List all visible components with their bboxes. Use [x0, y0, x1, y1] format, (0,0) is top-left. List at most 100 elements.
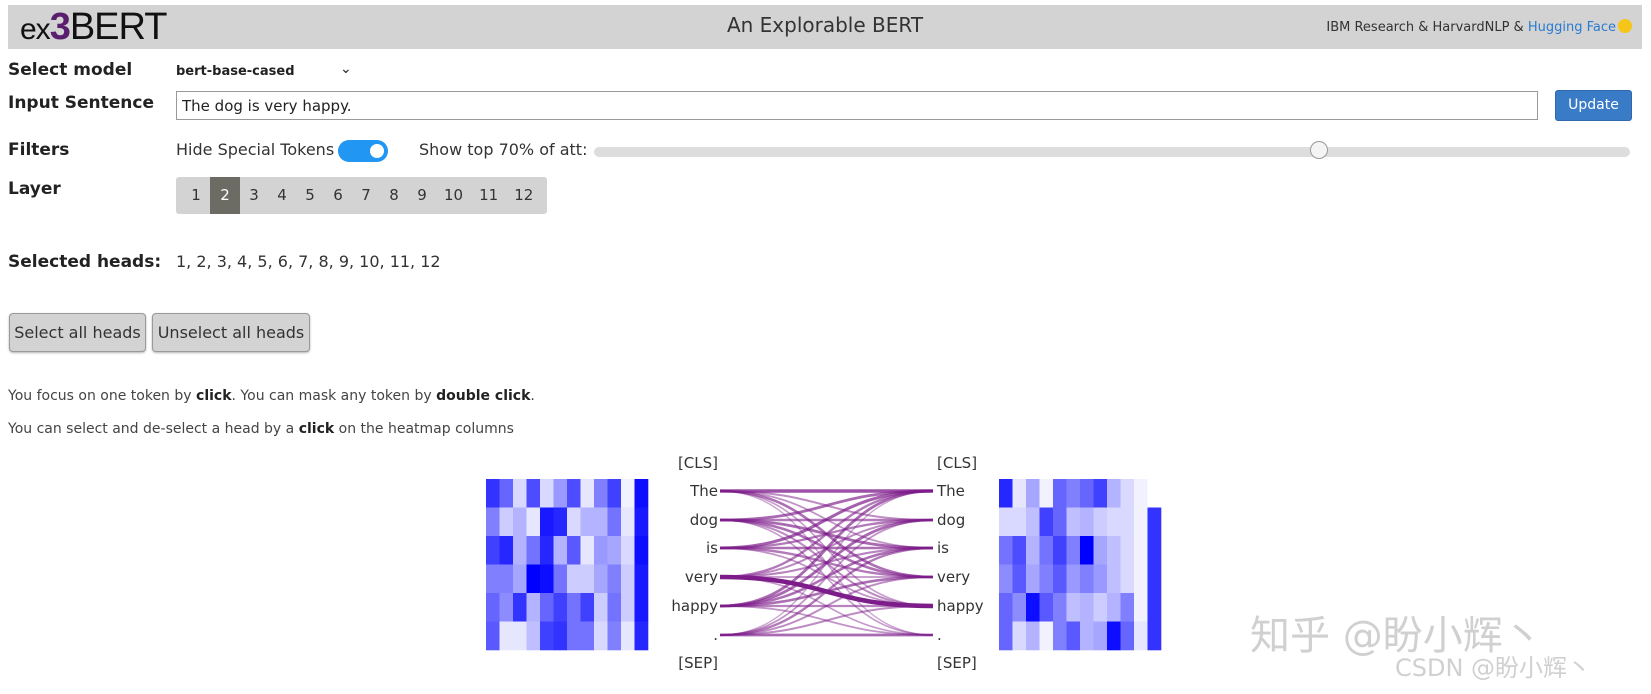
- right-token[interactable]: happy: [937, 597, 984, 615]
- chevron-down-icon[interactable]: ⌄: [340, 61, 352, 77]
- left-heatmap-cell[interactable]: [499, 593, 514, 622]
- left-heatmap-cell[interactable]: [607, 621, 622, 651]
- right-heatmap-cell[interactable]: [1080, 479, 1094, 508]
- update-button[interactable]: Update: [1555, 90, 1632, 121]
- left-token[interactable]: dog: [690, 511, 718, 529]
- right-token[interactable]: dog: [937, 511, 965, 529]
- right-heatmap-cell[interactable]: [1012, 536, 1027, 565]
- left-heatmap-cell[interactable]: [486, 507, 500, 537]
- left-heatmap-cell[interactable]: [621, 564, 635, 594]
- left-heatmap-cell[interactable]: [526, 564, 541, 594]
- right-heatmap-cell[interactable]: [1026, 564, 1040, 594]
- select-all-heads-button[interactable]: Select all heads: [9, 313, 146, 352]
- left-heatmap-cell[interactable]: [580, 621, 595, 651]
- right-heatmap-cell[interactable]: [1026, 507, 1040, 537]
- left-heatmap-cell[interactable]: [499, 536, 514, 565]
- left-heatmap-cell[interactable]: [634, 479, 649, 508]
- right-heatmap-cell[interactable]: [1053, 593, 1067, 622]
- right-heatmap-cell[interactable]: [1039, 621, 1054, 651]
- right-heatmap-cell[interactable]: [999, 479, 1013, 508]
- left-token[interactable]: [SEP]: [678, 654, 718, 672]
- right-heatmap-cell[interactable]: [1080, 621, 1094, 651]
- left-heatmap-cell[interactable]: [540, 593, 554, 622]
- right-heatmap-cell[interactable]: [1107, 479, 1121, 508]
- layer-button-10[interactable]: 10: [444, 186, 464, 204]
- left-heatmap-cell[interactable]: [580, 564, 595, 594]
- right-heatmap-cell[interactable]: [1026, 536, 1040, 565]
- right-heatmap-cell[interactable]: [1012, 479, 1027, 508]
- layer-button-11[interactable]: 11: [479, 186, 499, 204]
- hugging-face-link[interactable]: Hugging Face: [1527, 20, 1616, 35]
- right-heatmap-cell[interactable]: [1134, 593, 1148, 622]
- slider-thumb[interactable]: [1310, 141, 1329, 159]
- left-heatmap-cell[interactable]: [634, 593, 649, 622]
- left-heatmap-cell[interactable]: [540, 564, 554, 594]
- right-token[interactable]: is: [937, 539, 949, 557]
- model-select[interactable]: bert-base-cased: [176, 64, 295, 79]
- right-heatmap-cell[interactable]: [1039, 564, 1054, 594]
- right-heatmap-cell[interactable]: [1066, 479, 1081, 508]
- left-heatmap-cell[interactable]: [594, 536, 608, 565]
- left-heatmap-cell[interactable]: [553, 507, 568, 537]
- left-heatmap-cell[interactable]: [513, 621, 527, 651]
- right-heatmap-cell[interactable]: [1053, 564, 1067, 594]
- left-heatmap-cell[interactable]: [499, 507, 514, 537]
- right-heatmap-cell[interactable]: [1012, 564, 1027, 594]
- left-heatmap-cell[interactable]: [567, 593, 581, 622]
- right-heatmap-cell[interactable]: [1107, 564, 1121, 594]
- right-heatmap-cell[interactable]: [1066, 507, 1081, 537]
- left-heatmap-cell[interactable]: [499, 564, 514, 594]
- left-heatmap-cell[interactable]: [634, 564, 649, 594]
- left-heatmap-cell[interactable]: [553, 593, 568, 622]
- right-heatmap-cell[interactable]: [1093, 507, 1108, 537]
- left-heatmap-cell[interactable]: [621, 621, 635, 651]
- layer-button-9[interactable]: 9: [417, 186, 427, 204]
- right-heatmap-cell[interactable]: [1107, 621, 1121, 651]
- right-heatmap-cell[interactable]: [1107, 593, 1121, 622]
- unselect-all-heads-button[interactable]: Unselect all heads: [152, 313, 310, 352]
- left-heatmap-cell[interactable]: [486, 593, 500, 622]
- right-heatmap-cell[interactable]: [1026, 479, 1040, 508]
- right-token[interactable]: [CLS]: [937, 454, 977, 472]
- right-heatmap-cell[interactable]: [1093, 564, 1108, 594]
- left-heatmap-cell[interactable]: [526, 621, 541, 651]
- left-heatmap-cell[interactable]: [526, 593, 541, 622]
- right-heatmap-cell[interactable]: [1053, 507, 1067, 537]
- left-heatmap-cell[interactable]: [607, 479, 622, 508]
- right-heatmap-cell[interactable]: [1053, 479, 1067, 508]
- right-heatmap-cell[interactable]: [1107, 507, 1121, 537]
- left-heatmap-cell[interactable]: [594, 479, 608, 508]
- attention-threshold-slider[interactable]: [594, 141, 1630, 159]
- left-heatmap-cell[interactable]: [580, 479, 595, 508]
- right-heatmap-cell[interactable]: [1039, 507, 1054, 537]
- right-heatmap-cell[interactable]: [1039, 536, 1054, 565]
- right-heatmap-cell[interactable]: [1026, 621, 1040, 651]
- left-heatmap-cell[interactable]: [499, 621, 514, 651]
- right-heatmap-cell[interactable]: [1134, 536, 1148, 565]
- right-heatmap-cell[interactable]: [1080, 536, 1094, 565]
- left-heatmap-cell[interactable]: [594, 593, 608, 622]
- hide-special-tokens-toggle[interactable]: [338, 140, 388, 162]
- left-heatmap-cell[interactable]: [607, 507, 622, 537]
- left-heatmap-cell[interactable]: [580, 507, 595, 537]
- right-heatmap-cell[interactable]: [1147, 479, 1162, 508]
- right-heatmap-cell[interactable]: [1134, 507, 1148, 537]
- left-heatmap-cell[interactable]: [553, 479, 568, 508]
- right-heatmap-cell[interactable]: [1120, 621, 1135, 651]
- right-heatmap-cell[interactable]: [1134, 621, 1148, 651]
- left-heatmap-cell[interactable]: [607, 536, 622, 565]
- right-heatmap-cell[interactable]: [999, 536, 1013, 565]
- left-heatmap-cell[interactable]: [513, 479, 527, 508]
- right-heatmap-cell[interactable]: [1053, 621, 1067, 651]
- left-heatmap-cell[interactable]: [580, 593, 595, 622]
- left-heatmap-cell[interactable]: [607, 593, 622, 622]
- left-heatmap-cell[interactable]: [513, 564, 527, 594]
- left-heatmap-cell[interactable]: [486, 621, 500, 651]
- left-token[interactable]: .: [713, 626, 718, 644]
- left-heatmap-cell[interactable]: [621, 507, 635, 537]
- right-heatmap-cell[interactable]: [1080, 593, 1094, 622]
- sentence-input[interactable]: [176, 91, 1538, 120]
- right-heatmap-cell[interactable]: [1147, 564, 1162, 594]
- right-heatmap-cell[interactable]: [1066, 564, 1081, 594]
- left-heatmap-cell[interactable]: [553, 536, 568, 565]
